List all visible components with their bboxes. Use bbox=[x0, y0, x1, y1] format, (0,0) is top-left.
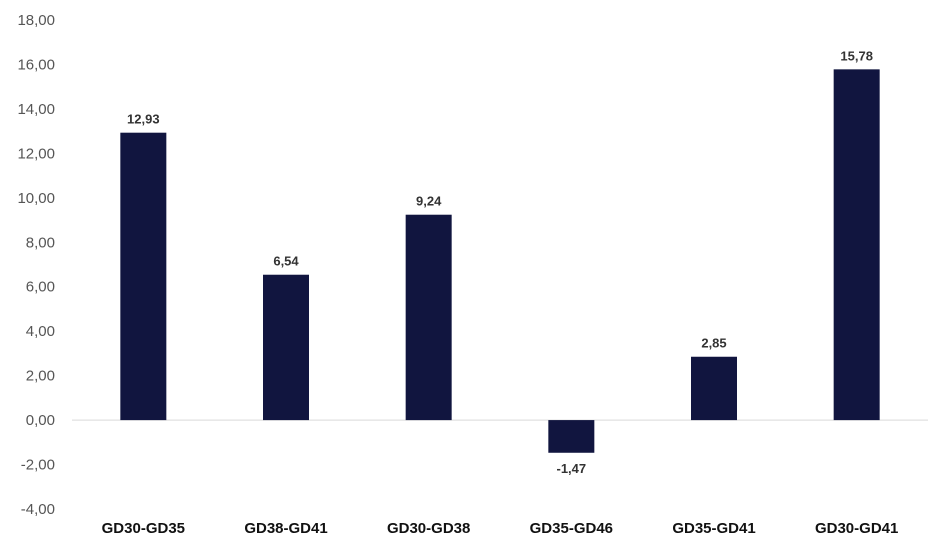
data-labels: 12,93 6,54 9,24 -1,47 2,85 15,78 bbox=[127, 48, 873, 475]
data-label: 9,24 bbox=[416, 194, 442, 209]
y-tick-label: -4,00 bbox=[21, 501, 55, 518]
bar-gd30-gd41 bbox=[833, 69, 880, 421]
y-tick-label: -2,00 bbox=[21, 457, 55, 474]
data-label: 15,78 bbox=[840, 48, 873, 63]
y-tick-label: 6,00 bbox=[26, 279, 55, 296]
bar-gd38-gd41 bbox=[263, 274, 309, 421]
bar-gd30-gd38 bbox=[405, 214, 452, 421]
bar-gd35-gd46 bbox=[548, 420, 595, 453]
category-label: GD35-GD41 bbox=[672, 520, 755, 537]
category-label: GD30-GD41 bbox=[815, 520, 898, 537]
y-tick-label: 0,00 bbox=[26, 412, 55, 429]
y-tick-label: 12,00 bbox=[17, 145, 55, 162]
y-tick-label: 14,00 bbox=[17, 101, 55, 118]
bar-gd30-gd35 bbox=[120, 132, 167, 421]
category-label: GD38-GD41 bbox=[244, 520, 327, 537]
y-tick-label: 8,00 bbox=[26, 234, 55, 251]
y-tick-label: 4,00 bbox=[26, 323, 55, 340]
bars bbox=[120, 69, 880, 453]
bar-gd35-gd41 bbox=[691, 356, 737, 421]
y-tick-label: 10,00 bbox=[17, 190, 55, 207]
y-tick-label: 18,00 bbox=[17, 12, 55, 29]
data-label: 12,93 bbox=[127, 112, 160, 127]
category-label: GD35-GD46 bbox=[530, 520, 613, 537]
category-label: GD30-GD35 bbox=[102, 520, 185, 537]
y-tick-label: 2,00 bbox=[26, 368, 55, 385]
y-axis-ticks: 18,00 16,00 14,00 12,00 10,00 8,00 6,00 4,00 2,0… bbox=[17, 12, 55, 518]
data-label: -1,47 bbox=[557, 461, 587, 476]
category-label: GD30-GD38 bbox=[387, 520, 470, 537]
y-tick-label: 16,00 bbox=[17, 56, 55, 73]
data-label: 6,54 bbox=[273, 254, 299, 269]
x-axis-category-labels: GD30-GD35 GD38-GD41 GD30-GD38 GD35-GD46 GD35… bbox=[102, 520, 899, 537]
data-label: 2,85 bbox=[701, 336, 726, 351]
